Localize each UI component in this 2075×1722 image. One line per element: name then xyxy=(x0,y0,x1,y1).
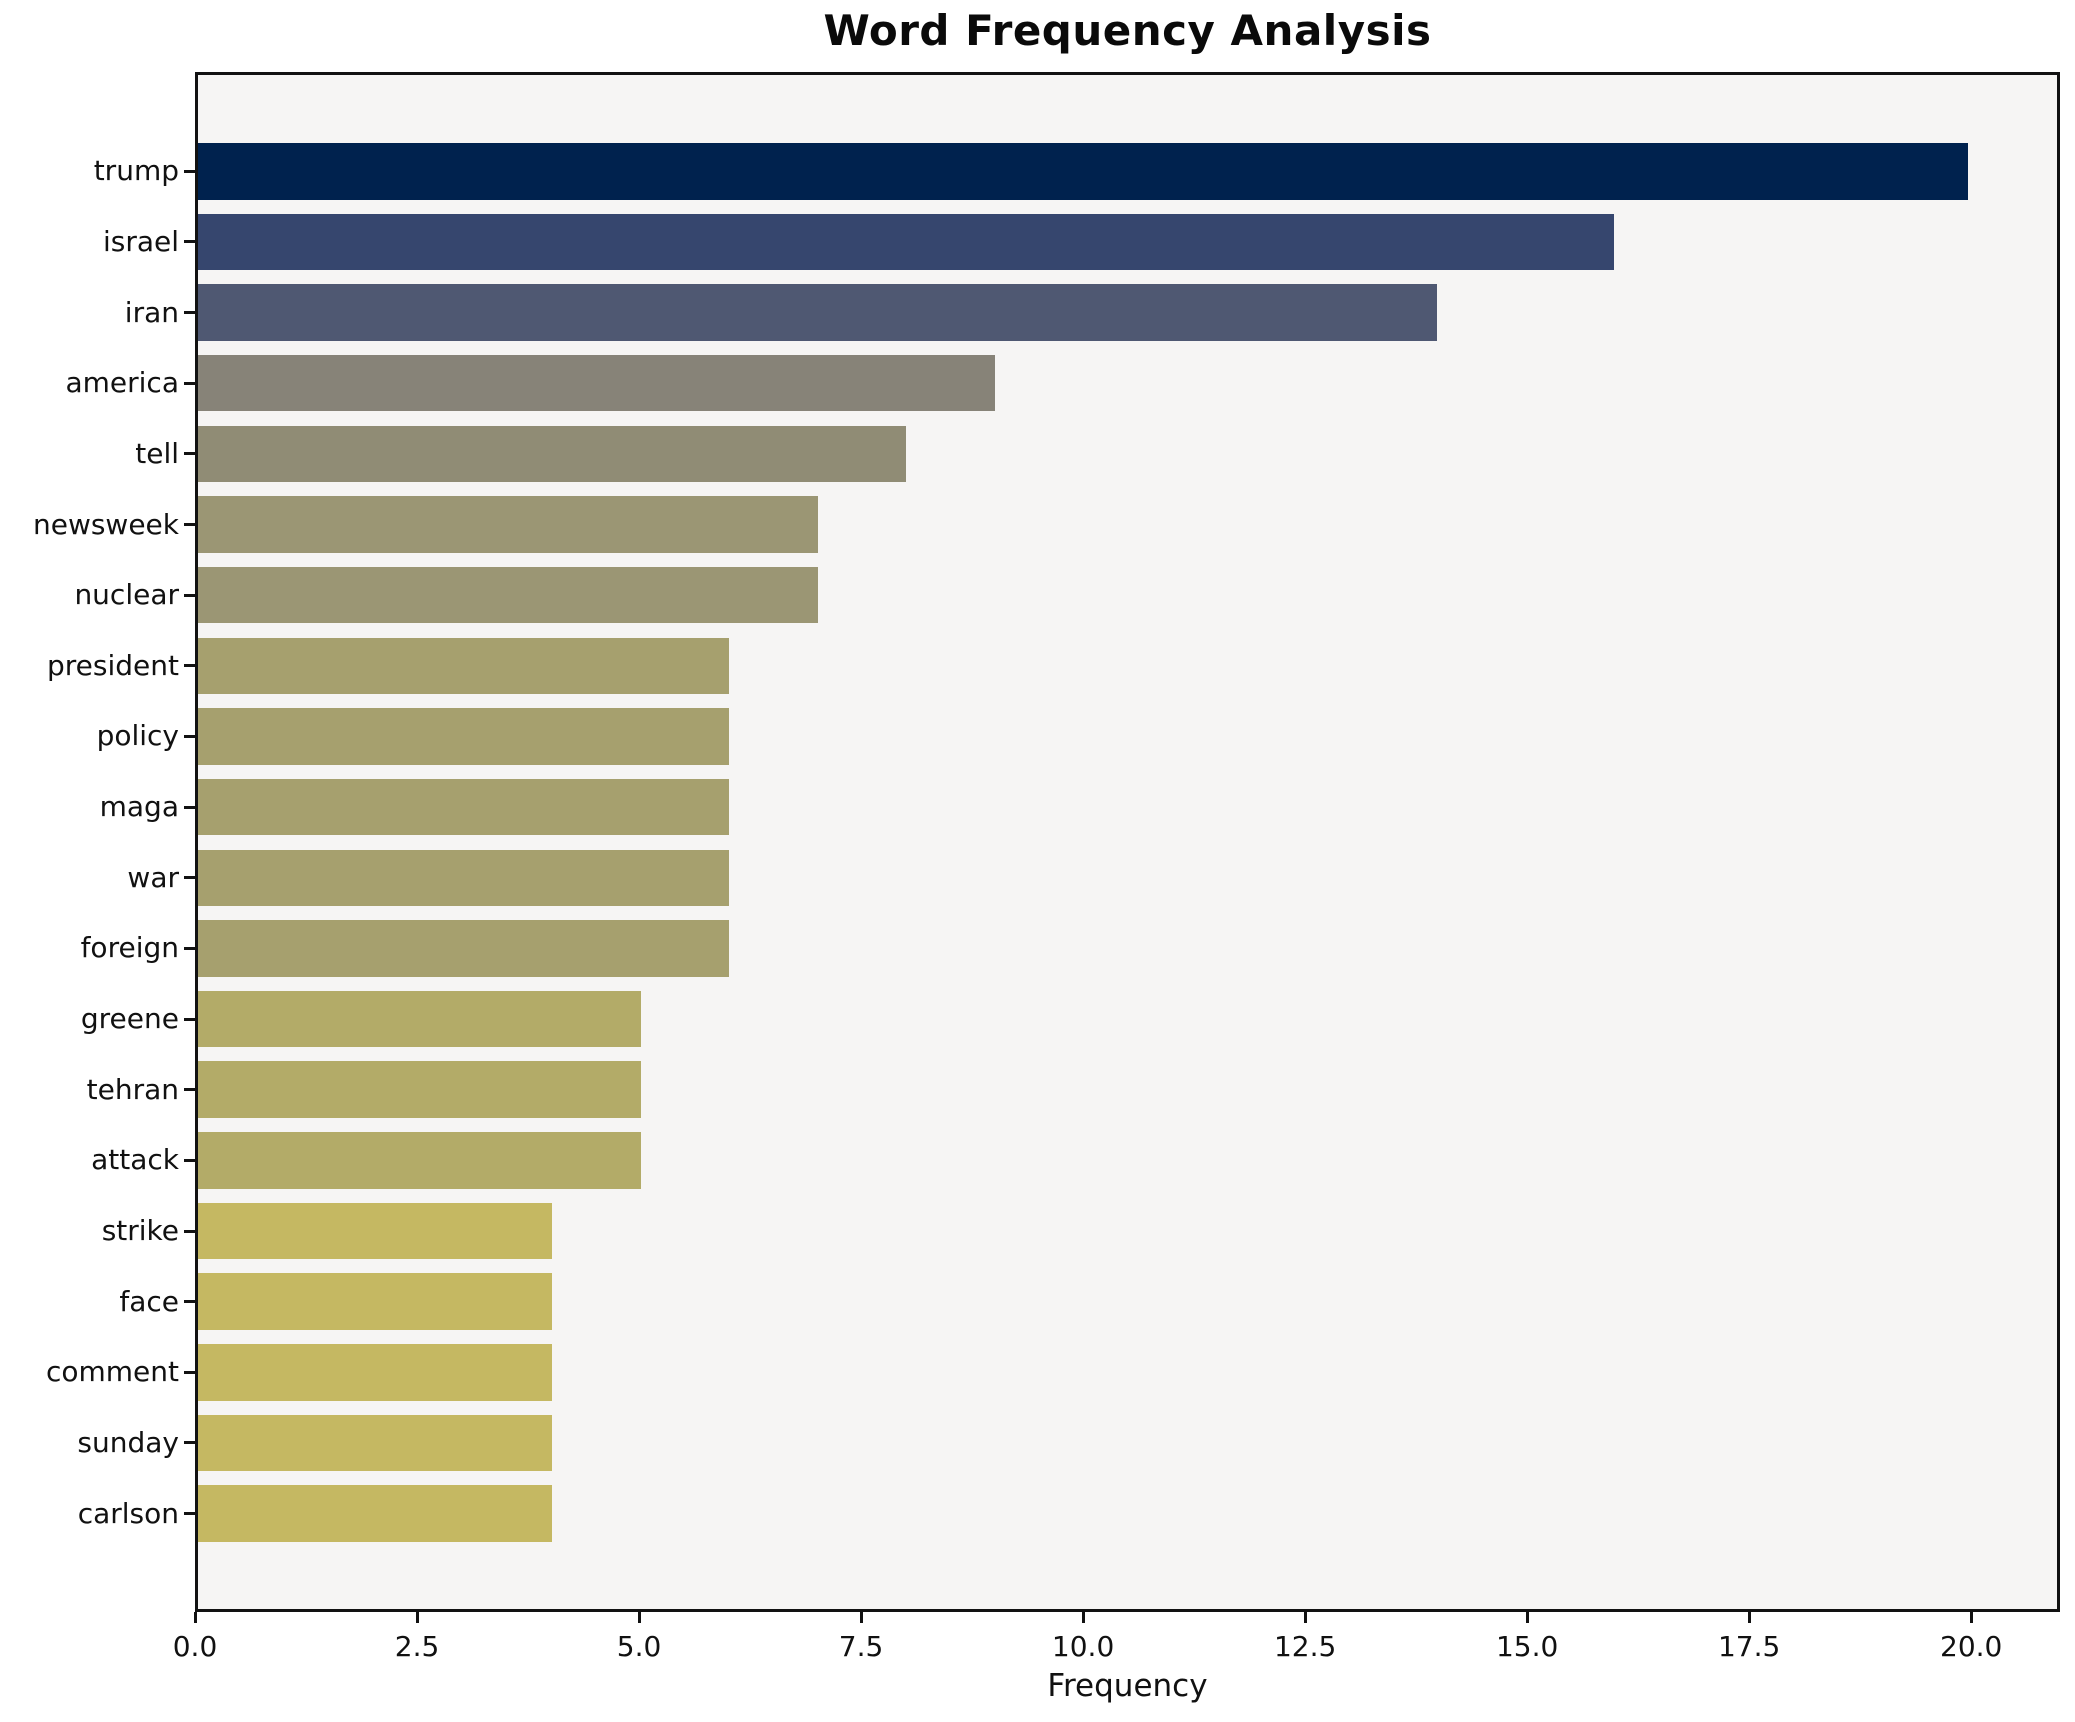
y-label-war: war xyxy=(127,860,179,894)
bar-carlson xyxy=(198,1485,553,1542)
bar-attack xyxy=(198,1132,641,1189)
x-tick-label-5.0: 5.0 xyxy=(616,1630,662,1663)
x-tick-20.0 xyxy=(1969,1612,1973,1623)
x-tick-17.5 xyxy=(1747,1612,1751,1623)
y-label-president: president xyxy=(47,648,179,682)
y-tick-foreign xyxy=(184,946,195,950)
bar-tehran xyxy=(198,1061,641,1118)
x-tick-label-2.5: 2.5 xyxy=(394,1630,440,1663)
y-label-sunday: sunday xyxy=(77,1425,179,1459)
x-tick-label-7.5: 7.5 xyxy=(838,1630,884,1663)
y-tick-carlson xyxy=(184,1512,195,1516)
y-label-strike: strike xyxy=(101,1214,179,1247)
y-label-nuclear: nuclear xyxy=(74,578,179,612)
y-label-carlson: carlson xyxy=(77,1496,179,1530)
y-tick-tehran xyxy=(184,1088,195,1092)
bar-foreign xyxy=(198,920,730,977)
bar-war xyxy=(198,849,730,906)
bar-america xyxy=(198,354,995,412)
x-tick-0.0 xyxy=(193,1612,197,1623)
y-tick-comment xyxy=(184,1370,195,1374)
x-tick-15.0 xyxy=(1525,1612,1529,1623)
y-tick-nuclear xyxy=(184,593,195,597)
bar-comment xyxy=(198,1344,553,1401)
x-tick-10.0 xyxy=(1081,1612,1085,1623)
x-tick-label-15.0: 15.0 xyxy=(1495,1630,1559,1663)
y-tick-israel xyxy=(184,240,195,244)
y-label-america: america xyxy=(65,366,179,400)
plot-area xyxy=(195,72,2060,1612)
bar-iran xyxy=(198,284,1438,341)
bar-nuclear xyxy=(198,566,818,624)
y-label-foreign: foreign xyxy=(80,931,179,965)
y-tick-tell xyxy=(184,452,195,456)
y-tick-newsweek xyxy=(184,523,195,526)
y-tick-greene xyxy=(184,1017,195,1021)
bar-maga xyxy=(198,778,730,836)
bar-strike xyxy=(198,1202,553,1260)
bars-layer xyxy=(198,75,2057,1609)
y-tick-war xyxy=(184,876,195,880)
x-tick-label-0.0: 0.0 xyxy=(172,1630,218,1663)
x-tick-label-10.0: 10.0 xyxy=(1051,1630,1115,1663)
x-tick-7.5 xyxy=(859,1612,863,1623)
bar-president xyxy=(198,637,730,695)
bar-trump xyxy=(198,143,1969,200)
y-tick-policy xyxy=(184,734,195,738)
y-tick-iran xyxy=(184,311,195,315)
y-tick-attack xyxy=(184,1158,195,1162)
x-tick-label-12.5: 12.5 xyxy=(1273,1630,1337,1663)
bar-greene xyxy=(198,990,641,1048)
x-tick-2.5 xyxy=(415,1612,419,1623)
y-label-face: face xyxy=(119,1284,179,1318)
bar-israel xyxy=(198,213,1615,271)
y-label-comment: comment xyxy=(45,1355,179,1389)
y-tick-america xyxy=(184,381,195,385)
x-tick-12.5 xyxy=(1303,1612,1307,1623)
bar-sunday xyxy=(198,1414,553,1472)
y-axis: trump israel iran america tell newsweek nuclea… xyxy=(0,72,195,1612)
bar-newsweek xyxy=(198,496,818,553)
y-label-newsweek: newsweek xyxy=(32,507,179,541)
y-tick-maga xyxy=(184,805,195,809)
y-label-attack: attack xyxy=(91,1143,179,1177)
y-tick-president xyxy=(184,664,195,668)
y-tick-face xyxy=(184,1300,195,1304)
bar-face xyxy=(198,1273,553,1330)
x-tick-5.0 xyxy=(637,1612,641,1623)
bar-tell xyxy=(198,425,907,483)
y-label-policy: policy xyxy=(96,719,179,753)
y-tick-sunday xyxy=(184,1441,195,1445)
y-tick-trump xyxy=(184,169,195,173)
y-label-trump: trump xyxy=(93,154,179,188)
y-label-tell: tell xyxy=(135,436,179,470)
x-tick-label-17.5: 17.5 xyxy=(1717,1630,1781,1663)
x-tick-label-20.0: 20.0 xyxy=(1940,1630,2003,1663)
y-label-tehran: tehran xyxy=(86,1072,179,1106)
bar-policy xyxy=(198,708,730,765)
y-label-iran: iran xyxy=(124,295,179,329)
x-axis: 0.0 2.5 5.0 7.5 10.0 12.5 15.0 17.5 20.0 xyxy=(173,1612,2060,1672)
chart-title: Word Frequency Analysis xyxy=(823,6,1432,55)
y-label-israel: israel xyxy=(102,224,179,258)
y-label-greene: greene xyxy=(80,1002,179,1036)
y-tick-strike xyxy=(184,1229,195,1233)
y-label-maga: maga xyxy=(99,790,179,824)
x-axis-title: Frequency xyxy=(1047,1668,1208,1704)
